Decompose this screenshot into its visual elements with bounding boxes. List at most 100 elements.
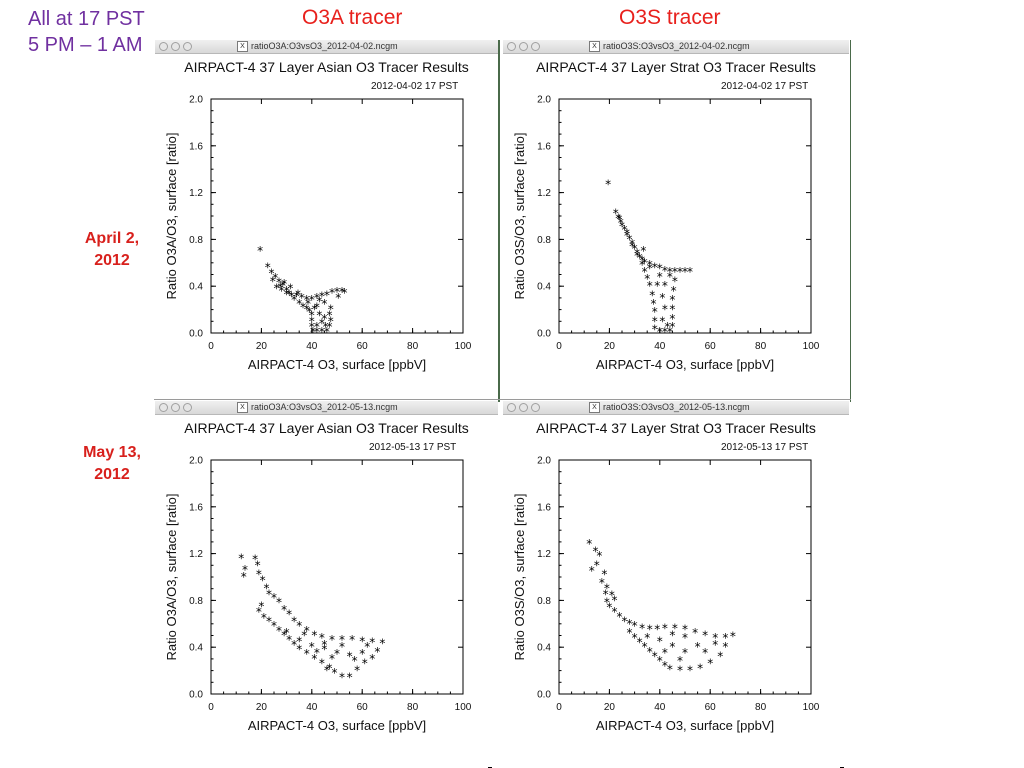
x11-icon: X xyxy=(589,402,600,413)
scatter-point: * xyxy=(634,249,640,263)
minimize-window-icon[interactable] xyxy=(171,42,180,51)
zoom-window-icon[interactable] xyxy=(183,42,192,51)
y-tick-label: 1.2 xyxy=(537,188,551,199)
scatter-point: * xyxy=(284,284,290,298)
scatter-point: * xyxy=(640,244,646,258)
scatter-point: * xyxy=(657,262,663,276)
x11-icon: X xyxy=(589,41,600,52)
x-tick-label: 40 xyxy=(306,341,318,352)
scatter-point: * xyxy=(329,633,335,647)
y-tick-label: 0.8 xyxy=(189,596,203,607)
scatter-point: * xyxy=(669,629,675,643)
scatter-point: * xyxy=(647,623,653,637)
zoom-window-icon[interactable] xyxy=(531,42,540,51)
window-titlebar[interactable]: X ratioO3A:O3vsO3_2012-04-02.ncgm xyxy=(155,40,498,54)
y-axis-label: Ratio O3A/O3, surface [ratio] xyxy=(164,133,179,300)
scatter-point: * xyxy=(667,270,673,284)
scatter-point: * xyxy=(593,544,599,558)
window-title: ratioO3S:O3vsO3_2012-04-02.ncgm xyxy=(603,41,750,51)
scatter-point: * xyxy=(364,640,370,654)
x-tick-label: 80 xyxy=(755,702,767,713)
y-tick-label: 1.2 xyxy=(537,549,551,560)
scatter-point: * xyxy=(261,611,267,625)
scatter-point: * xyxy=(644,272,650,286)
x-tick-label: 20 xyxy=(604,702,616,713)
minimize-window-icon[interactable] xyxy=(171,403,180,412)
scatter-point: * xyxy=(667,325,673,339)
scatter-point: * xyxy=(326,308,332,322)
row-label-may-line1: May 13, xyxy=(83,444,141,461)
scatter-point: * xyxy=(328,303,334,317)
plot-window-o3s-april: X ratioO3S:O3vsO3_2012-04-02.ncgm AIRPAC… xyxy=(503,40,849,398)
scatter-point: * xyxy=(682,646,688,660)
scatter-point: * xyxy=(702,629,708,643)
plot-window-o3a-april: X ratioO3A:O3vsO3_2012-04-02.ncgm AIRPAC… xyxy=(155,40,498,398)
scatter-point: * xyxy=(331,666,337,680)
scatter-point: * xyxy=(256,568,262,582)
scatter-point: * xyxy=(615,211,621,225)
scatter-points: ****************************************… xyxy=(257,244,347,339)
scatter-point: * xyxy=(677,654,683,668)
scatter-point: * xyxy=(266,614,272,628)
scatter-point: * xyxy=(606,600,612,614)
scatter-points: ****************************************… xyxy=(586,537,736,677)
scatter-point: * xyxy=(659,314,665,328)
scatter-point: * xyxy=(319,325,325,339)
scatter-point: * xyxy=(339,633,345,647)
scatter-point: * xyxy=(295,287,301,301)
scatter-point: * xyxy=(649,289,655,303)
scatter-point: * xyxy=(652,305,658,319)
close-window-icon[interactable] xyxy=(507,403,516,412)
scatter-point: * xyxy=(662,279,668,293)
y-tick-label: 0.0 xyxy=(189,690,203,701)
close-window-icon[interactable] xyxy=(507,42,516,51)
scatter-point: * xyxy=(604,582,610,596)
scatter-point: * xyxy=(328,314,334,328)
scatter-point: * xyxy=(662,621,668,635)
scatter-point: * xyxy=(639,621,645,635)
y-tick-label: 0.4 xyxy=(537,643,551,654)
scatter-point: * xyxy=(657,654,663,668)
scatter-point: * xyxy=(632,242,638,256)
y-tick-label: 2.0 xyxy=(189,456,203,467)
scatter-point: * xyxy=(659,291,665,305)
scatter-point: * xyxy=(316,294,322,308)
scatter-point: * xyxy=(677,664,683,678)
close-window-icon[interactable] xyxy=(159,42,168,51)
scatter-point: * xyxy=(374,645,380,659)
scatter-point: * xyxy=(263,582,269,596)
x-tick-label: 60 xyxy=(705,341,717,352)
minimize-window-icon[interactable] xyxy=(519,403,528,412)
scatter-point: * xyxy=(304,303,310,317)
scatter-point: * xyxy=(627,617,633,631)
scatter-point: * xyxy=(266,588,272,602)
scatter-point: * xyxy=(319,631,325,645)
scatter-point: * xyxy=(321,297,327,311)
scatter-point: * xyxy=(314,320,320,334)
scatter-point: * xyxy=(664,320,670,334)
scatter-point: * xyxy=(324,325,330,339)
scatter-point: * xyxy=(241,570,247,584)
scatter-point: * xyxy=(586,537,592,551)
scatter-point: * xyxy=(280,279,286,293)
window-titlebar[interactable]: X ratioO3A:O3vsO3_2012-05-13.ncgm xyxy=(155,401,498,415)
scatter-point: * xyxy=(672,275,678,289)
plot-date: 2012-04-02 17 PST xyxy=(721,81,809,92)
scatter-point: * xyxy=(667,265,673,279)
scatter-point: * xyxy=(634,246,640,260)
scatter-point: * xyxy=(652,650,658,664)
minimize-window-icon[interactable] xyxy=(519,42,528,51)
zoom-window-icon[interactable] xyxy=(531,403,540,412)
window-title: ratioO3S:O3vsO3_2012-05-13.ncgm xyxy=(603,402,750,412)
close-window-icon[interactable] xyxy=(159,403,168,412)
window-titlebar[interactable]: X ratioO3S:O3vsO3_2012-05-13.ncgm xyxy=(503,401,849,415)
scatter-point: * xyxy=(335,291,341,305)
scatter-point: * xyxy=(296,297,302,311)
zoom-window-icon[interactable] xyxy=(183,403,192,412)
window-title: ratioO3A:O3vsO3_2012-04-02.ncgm xyxy=(251,41,398,51)
scatter-plot: 0 20 40 60 80 100 0.0 0.4 0.8 1.2 1.6 2.0 AIRPACT-4 … xyxy=(512,95,820,373)
window-titlebar[interactable]: X ratioO3S:O3vsO3_2012-04-02.ncgm xyxy=(503,40,849,54)
scatter-point: * xyxy=(717,650,723,664)
scatter-point: * xyxy=(647,645,653,659)
column-header-o3a: O3A tracer xyxy=(302,6,403,29)
